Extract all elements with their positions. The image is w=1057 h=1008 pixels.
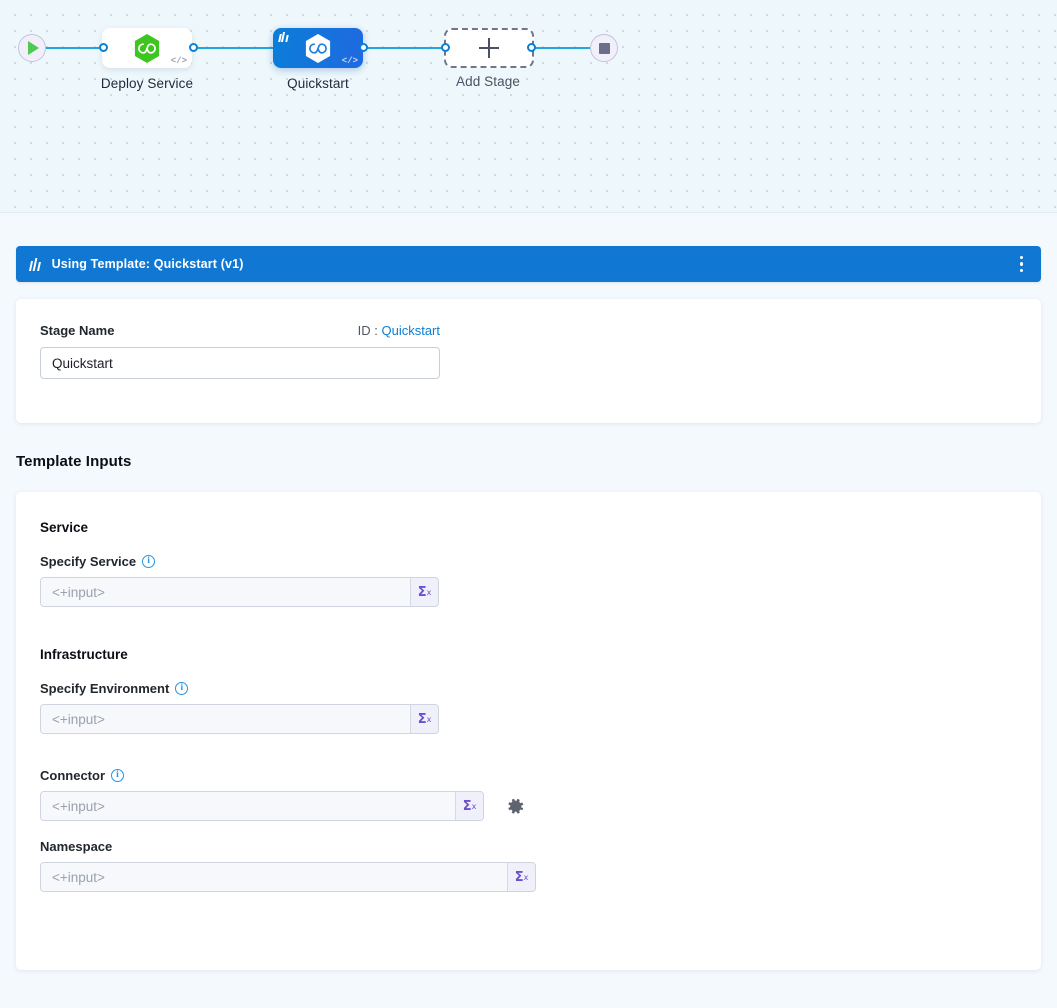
specify-service-value: <+input> xyxy=(41,578,410,606)
group-title-infrastructure: Infrastructure xyxy=(40,647,128,662)
port-deploy-in[interactable] xyxy=(99,43,108,52)
label-specify-environment-text: Specify Environment xyxy=(40,681,170,696)
specify-environment-value: <+input> xyxy=(41,705,410,733)
template-library-icon xyxy=(28,257,42,271)
stage-node-deploy-service[interactable]: </> xyxy=(102,28,192,68)
stage-name-input[interactable]: Quickstart xyxy=(40,347,440,379)
stage-name-card: Stage Name ID : Quickstart Quickstart xyxy=(16,299,1041,423)
stage-label-deploy-service: Deploy Service xyxy=(100,76,194,91)
edge-addstage-to-end xyxy=(530,47,592,49)
port-quickstart-out[interactable] xyxy=(359,43,368,52)
spacer-after-environment xyxy=(40,734,1017,768)
more-vertical-icon[interactable] xyxy=(1012,250,1032,279)
port-deploy-out[interactable] xyxy=(189,43,198,52)
using-template-banner[interactable]: Using Template: Quickstart (v1) xyxy=(16,246,1041,282)
info-icon[interactable]: i xyxy=(175,682,189,695)
stop-icon xyxy=(598,42,610,54)
port-addstage-in[interactable] xyxy=(441,43,450,52)
connector-value: <+input> xyxy=(41,792,455,820)
stage-node-quickstart[interactable]: </> xyxy=(273,28,363,68)
play-icon xyxy=(28,41,39,55)
stage-label-quickstart: Quickstart xyxy=(287,76,349,91)
namespace-value: <+input> xyxy=(41,863,507,891)
stage-label-add-stage: Add Stage xyxy=(456,74,520,89)
label-connector-text: Connector xyxy=(40,768,105,783)
sigma-sup: x xyxy=(523,872,529,882)
harness-cd-hexagon-icon xyxy=(133,33,161,64)
stage-name-input-value: Quickstart xyxy=(52,355,113,371)
stage-name-label: Stage Name xyxy=(40,323,115,338)
stage-name-header: Stage Name ID : Quickstart xyxy=(40,323,440,338)
template-library-icon xyxy=(278,32,289,42)
edge-start-to-deploy xyxy=(44,47,106,49)
stage-id-prefix: ID : xyxy=(357,323,378,338)
label-namespace-text: Namespace xyxy=(40,839,113,854)
label-namespace: Namespace xyxy=(40,839,1017,854)
gear-icon[interactable] xyxy=(506,797,525,816)
add-stage-button[interactable] xyxy=(444,28,534,68)
pipeline-graph: </> </> Deploy Service Quickstar xyxy=(0,0,1057,160)
plus-icon xyxy=(479,38,499,58)
sigma-sup: x xyxy=(426,587,432,597)
sigma-sup: x xyxy=(426,714,432,724)
edge-deploy-to-quickstart xyxy=(190,47,278,49)
info-icon[interactable]: i xyxy=(111,769,124,782)
label-specify-environment: Specify Environment i xyxy=(40,681,1017,696)
port-addstage-out[interactable] xyxy=(527,43,536,52)
label-specify-service: Specify Service i xyxy=(40,554,1017,569)
stage-id: ID : Quickstart xyxy=(358,323,440,338)
sigma-glyph: Σ xyxy=(417,711,427,727)
group-title-service: Service xyxy=(40,520,89,535)
pipeline-canvas[interactable]: </> </> Deploy Service Quickstar xyxy=(0,0,1057,213)
start-node[interactable] xyxy=(18,34,46,62)
using-template-label: Using Template: Quickstart (v1) xyxy=(51,257,244,271)
template-inputs-heading: Template Inputs xyxy=(16,453,132,470)
sigma-glyph: Σ xyxy=(462,798,472,814)
harness-cd-hexagon-icon xyxy=(304,33,332,64)
sigma-sup: x xyxy=(471,801,477,811)
code-icon: </> xyxy=(170,56,187,66)
stage-id-value[interactable]: Quickstart xyxy=(381,323,440,338)
code-icon: </> xyxy=(341,56,358,66)
label-specify-service-text: Specify Service xyxy=(40,554,137,569)
sigma-glyph: Σ xyxy=(514,869,524,885)
sigma-glyph: Σ xyxy=(417,584,427,600)
label-connector: Connector i xyxy=(40,768,1017,783)
end-node[interactable] xyxy=(590,34,618,62)
edge-quickstart-to-addstage xyxy=(360,47,448,49)
spacer-after-connector xyxy=(40,821,1017,839)
info-icon[interactable]: i xyxy=(142,555,156,568)
